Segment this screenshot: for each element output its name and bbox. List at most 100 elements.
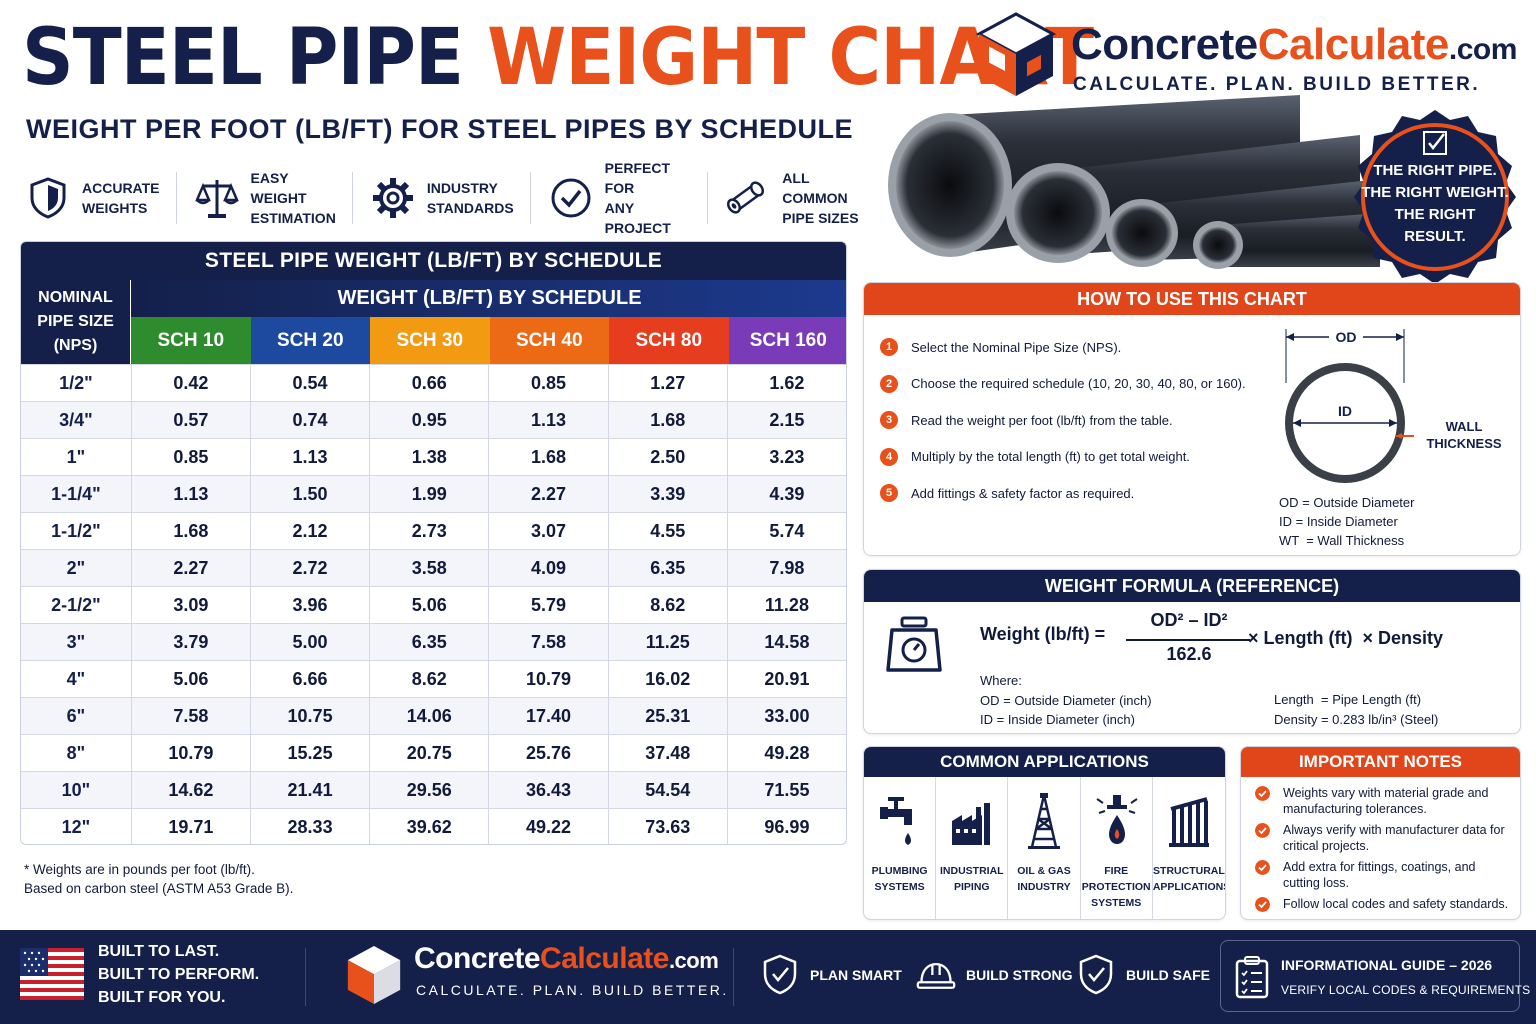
weight-cell: 0.57 (130, 402, 250, 438)
nps-cell: 10" (61, 780, 91, 800)
weight-cell: 1.50 (249, 476, 369, 512)
how-to-steps: 1 Select the Nominal Pipe Size (NPS). 2 Cho… (880, 329, 1280, 512)
how-to-step: 2 Choose the required schedule (10, 20, 3… (880, 366, 1280, 403)
footer-brand-name: ConcreteCalculate.com (414, 942, 719, 975)
weight-cell: 1.68 (488, 439, 607, 475)
table-header: NOMINAL PIPE SIZE (NPS) WEIGHT (LB/FT) B… (21, 280, 846, 364)
weight-cell: 11.28 (726, 587, 846, 623)
weight-cell: 5.06 (369, 587, 488, 623)
weight-cell: 4.09 (488, 550, 607, 586)
schedule-header-row: SCH 10 SCH 20 SCH 30 SCH 40 SCH 80 SCH 160 (131, 317, 846, 364)
nps-cell: 8" (66, 743, 86, 763)
weight-cell: 73.63 (607, 809, 727, 844)
feature-label: INDUSTRY STANDARDS (426, 180, 514, 216)
faucet-icon (880, 797, 912, 845)
legend-id: ID = Inside Diameter (1279, 514, 1398, 529)
id-label: ID (1338, 403, 1352, 419)
pipe-cross-section-diagram: OD ID WALL THICKNESS (1285, 327, 1502, 483)
weight-cell: 6.66 (249, 661, 369, 697)
footer-plan-smart: PLAN SMART (760, 946, 902, 1004)
weight-cell: 2.50 (607, 439, 727, 475)
step-text: Select the Nominal Pipe Size (NPS). (911, 339, 1122, 355)
weight-cell: 6.35 (369, 624, 488, 660)
how-to-title: HOW TO USE THIS CHART (864, 283, 1520, 315)
info-line-2: VERIFY LOCAL CODES & REQUIREMENTS (1281, 983, 1531, 997)
notes-panel: IMPORTANT NOTES Weights vary with materi… (1240, 746, 1521, 920)
pipe-icon (727, 181, 765, 214)
app-oil-gas: OIL & GAS INDUSTRY (1008, 777, 1081, 919)
weight-cell: 71.55 (726, 772, 846, 808)
feature-label: EASY WEIGHT ESTIMATION (250, 170, 336, 226)
table-row: 4" 5.06 6.66 8.62 10.79 16.02 20.91 (21, 660, 846, 697)
weight-table: STEEL PIPE WEIGHT (LB/FT) BY SCHEDULE NO… (20, 241, 847, 845)
weight-cell: 54.54 (607, 772, 727, 808)
page-subtitle: WEIGHT PER FOOT (LB/FT) FOR STEEL PIPES … (26, 114, 854, 144)
title-part-1: STEEL PIPE (22, 13, 464, 103)
how-to-step: 1 Select the Nominal Pipe Size (NPS). (880, 329, 1280, 366)
od-label: OD (1336, 329, 1357, 345)
formula-numerator: OD² – ID² (1150, 610, 1228, 630)
wall-label-2: THICKNESS (1426, 436, 1501, 451)
badge-text: THE RIGHT PIPE. THE RIGHT WEIGHT. THE RI… (1361, 162, 1509, 245)
schedule-header-cell: SCH 160 (728, 317, 846, 364)
fire-sprinkler-icon (1096, 795, 1138, 844)
weight-cell: 8.62 (607, 587, 727, 623)
checklist-icon (1423, 131, 1447, 155)
weight-cell: 39.62 (369, 809, 488, 844)
cube-logo-icon (975, 12, 1057, 96)
weight-cell: 14.62 (130, 772, 250, 808)
us-flag-icon (20, 948, 84, 1000)
weight-cell: 3.96 (249, 587, 369, 623)
applications-title: COMMON APPLICATIONS (864, 747, 1225, 777)
formula-lhs: Weight (lb/ft) = (980, 624, 1106, 644)
weight-cell: 3.58 (369, 550, 488, 586)
applications-row: PLUMBING SYSTEMS INDUSTRIAL PIPING OIL &… (864, 777, 1226, 919)
table-body: 1/2" 0.42 0.54 0.66 0.85 1.27 1.62 3/4" 0.57 0.74… (21, 364, 846, 844)
table-row: 8" 10.79 15.25 20.75 25.76 37.48 49.28 (21, 734, 846, 771)
nps-cell: 1-1/4" (51, 484, 101, 504)
weight-cell: 33.00 (726, 698, 846, 734)
table-row: 1/2" 0.42 0.54 0.66 0.85 1.27 1.62 (21, 364, 846, 401)
feature-standards: INDUSTRY STANDARDS (353, 172, 531, 224)
hard-hat-icon (916, 962, 956, 989)
weight-cell: 16.02 (607, 661, 727, 697)
weight-cell: 1.13 (130, 476, 250, 512)
slogan-badge: THE RIGHT PIPE. THE RIGHT WEIGHT. THE RI… (1346, 108, 1524, 286)
weight-cell: 20.91 (726, 661, 846, 697)
footer-tagline: CALCULATE. PLAN. BUILD BETTER. (416, 982, 729, 998)
table-row: 1-1/2" 1.68 2.12 2.73 3.07 4.55 5.74 (21, 512, 846, 549)
weight-cell: 3.79 (130, 624, 250, 660)
weight-cell: 1.62 (726, 365, 846, 401)
app-label: FIRE PROTECTION SYSTEMS (1081, 865, 1151, 909)
applications-panel: COMMON APPLICATIONS PLUMBING SYSTEMS IND… (863, 746, 1226, 920)
nps-cell: 3/4" (59, 410, 93, 430)
weight-cell: 1.27 (607, 365, 727, 401)
weight-cell: 5.79 (488, 587, 607, 623)
weight-cell: 1.68 (130, 513, 250, 549)
weight-cell: 5.74 (726, 513, 846, 549)
page-title: STEEL PIPE WEIGHT CHART (22, 13, 1094, 103)
app-fire-protection: FIRE PROTECTION SYSTEMS (1081, 777, 1153, 919)
how-to-step: 3 Read the weight per foot (lb/ft) from t… (880, 402, 1280, 439)
footer-slogan: BUILT TO LAST. BUILT TO PERFORM. BUILT F… (98, 943, 260, 1006)
schedule-header-cell: SCH 20 (250, 317, 370, 364)
weight-cell: 25.31 (607, 698, 727, 734)
table-row: 3" 3.79 5.00 6.35 7.58 11.25 14.58 (21, 623, 846, 660)
check-circle-icon (551, 178, 591, 218)
weight-cell: 10.79 (488, 661, 607, 697)
weight-cell: 5.06 (130, 661, 250, 697)
feature-label: PERFECT FOR ANY PROJECT (604, 160, 671, 236)
note-item: Add extra for fittings, coatings, and cu… (1241, 859, 1520, 891)
app-label: PLUMBING SYSTEMS (871, 865, 928, 893)
factory-icon (952, 803, 991, 845)
app-label: STRUCTURAL APPLICATIONS (1152, 865, 1226, 893)
weight-cell: 3.07 (488, 513, 607, 549)
weight-cell: 2.15 (726, 402, 846, 438)
schedule-group-header: WEIGHT (LB/FT) BY SCHEDULE (131, 280, 846, 317)
steel-pipes-image (888, 95, 1380, 269)
weight-cell: 36.43 (488, 772, 607, 808)
app-industrial: INDUSTRIAL PIPING (936, 777, 1009, 919)
weight-cell: 0.66 (369, 365, 488, 401)
brand-logo: ConcreteCalculate.com CALCULATE. PLAN. B… (975, 12, 1517, 102)
weight-cell: 5.00 (249, 624, 369, 660)
